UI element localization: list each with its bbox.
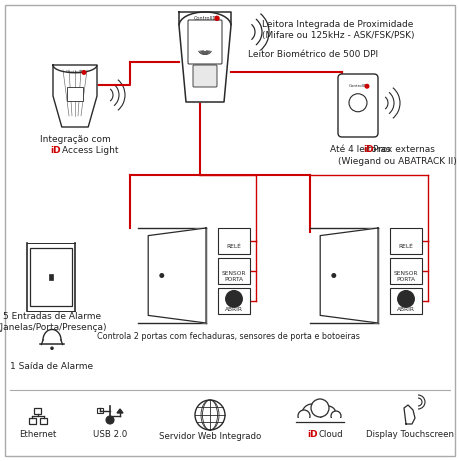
Circle shape — [195, 400, 224, 430]
Text: 1 Saída de Alarme: 1 Saída de Alarme — [11, 362, 93, 371]
Bar — [29, 419, 36, 424]
Text: (Mifare ou 125kHz - ASK/FSK/PSK): (Mifare ou 125kHz - ASK/FSK/PSK) — [262, 31, 414, 40]
Circle shape — [297, 410, 309, 422]
Circle shape — [330, 273, 336, 278]
Text: SENSOR
PORTA: SENSOR PORTA — [221, 272, 246, 282]
Polygon shape — [53, 65, 97, 127]
Text: ControlID: ControlID — [65, 71, 84, 74]
Text: Até 4 leitoras: Até 4 leitoras — [329, 145, 392, 154]
Text: Display Touchscreen: Display Touchscreen — [365, 430, 453, 439]
Circle shape — [82, 71, 86, 74]
Bar — [218, 228, 249, 254]
Bar — [389, 228, 421, 254]
FancyBboxPatch shape — [337, 74, 377, 137]
Circle shape — [396, 290, 414, 308]
Bar — [34, 408, 41, 414]
Bar — [40, 419, 47, 424]
Circle shape — [319, 406, 335, 422]
Text: Controla 2 portas com fechaduras, sensores de porta e botoeiras: Controla 2 portas com fechaduras, sensor… — [96, 332, 358, 341]
Circle shape — [330, 411, 340, 421]
Polygon shape — [319, 228, 377, 323]
Bar — [218, 258, 249, 284]
Text: SENSOR
PORTA: SENSOR PORTA — [393, 272, 417, 282]
Polygon shape — [117, 409, 123, 413]
Polygon shape — [148, 228, 206, 323]
FancyBboxPatch shape — [193, 65, 217, 87]
Circle shape — [224, 290, 242, 308]
Text: ControlID: ControlID — [193, 16, 216, 21]
Bar — [30, 248, 72, 306]
Bar — [97, 408, 103, 413]
Text: (Wiegand ou ABATRACK II): (Wiegand ou ABATRACK II) — [337, 157, 456, 166]
Text: iD: iD — [50, 146, 61, 155]
Circle shape — [348, 94, 366, 112]
Bar — [389, 288, 421, 314]
Circle shape — [106, 416, 114, 424]
Polygon shape — [179, 12, 230, 102]
Text: ABRIR: ABRIR — [224, 307, 242, 312]
Bar — [389, 258, 421, 284]
Text: Ethernet: Ethernet — [19, 430, 56, 439]
Circle shape — [50, 347, 54, 350]
Text: iD: iD — [362, 145, 373, 154]
Text: USB 2.0: USB 2.0 — [93, 430, 127, 439]
Bar — [295, 418, 343, 430]
Text: ABRIR: ABRIR — [396, 307, 414, 312]
Text: RELÉ: RELÉ — [397, 244, 413, 249]
Circle shape — [214, 16, 218, 20]
Text: Integração com: Integração com — [39, 135, 110, 144]
Text: Leitor Biométrico de 500 DPI: Leitor Biométrico de 500 DPI — [247, 50, 377, 59]
Text: Cloud: Cloud — [318, 430, 343, 439]
Text: 5 Entradas de Alarme: 5 Entradas de Alarme — [3, 312, 101, 321]
Text: Leitora Integrada de Proximidade: Leitora Integrada de Proximidade — [262, 20, 413, 29]
Text: RELÉ: RELÉ — [226, 244, 241, 249]
Text: Servidor Web Integrado: Servidor Web Integrado — [158, 432, 261, 441]
Text: Access Light: Access Light — [62, 146, 118, 155]
Circle shape — [310, 399, 328, 417]
FancyBboxPatch shape — [188, 20, 222, 64]
Circle shape — [159, 273, 164, 278]
Text: Prox externas: Prox externas — [372, 145, 434, 154]
Text: (Janelas/Porta/Presença): (Janelas/Porta/Presença) — [0, 323, 106, 332]
Bar — [218, 288, 249, 314]
Bar — [67, 87, 83, 100]
Circle shape — [302, 404, 321, 424]
Text: ControlID: ControlID — [347, 84, 367, 88]
Bar — [49, 274, 53, 280]
Circle shape — [364, 84, 368, 88]
Text: iD: iD — [306, 430, 317, 439]
